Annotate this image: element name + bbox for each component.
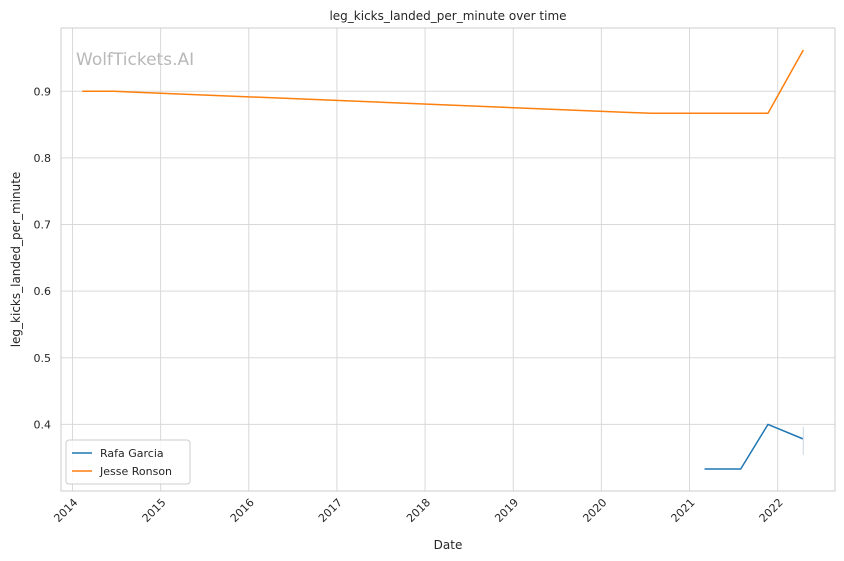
y-axis-label: leg_kicks_landed_per_minute bbox=[9, 172, 23, 348]
series-line-jesse-ronson bbox=[82, 49, 804, 115]
legend-label: Jesse Ronson bbox=[99, 465, 172, 478]
y-tick-label: 0.7 bbox=[34, 219, 52, 232]
y-tick-label: 0.4 bbox=[34, 418, 52, 431]
series-line-rafa-garcia bbox=[704, 423, 804, 470]
legend-label: Rafa Garcia bbox=[100, 447, 164, 460]
grid-lines bbox=[61, 28, 835, 491]
watermark-text: WolfTickets.AI bbox=[76, 50, 194, 70]
x-tick-labels: 2014 2015 2016 2017 2018 2019 2020 2021 2022 bbox=[51, 496, 785, 525]
y-tick-label: 0.6 bbox=[34, 285, 52, 298]
series-lines bbox=[82, 49, 804, 470]
y-tick-label: 0.8 bbox=[34, 152, 52, 165]
y-tick-labels: 0.4 0.5 0.6 0.7 0.8 0.9 bbox=[34, 85, 52, 431]
legend: Rafa Garcia Jesse Ronson bbox=[65, 439, 191, 485]
legend-box bbox=[65, 439, 191, 485]
plot-frame bbox=[60, 27, 836, 492]
x-axis-label: Date bbox=[434, 538, 463, 552]
y-tick-label: 0.5 bbox=[34, 352, 52, 365]
chart-title: leg_kicks_landed_per_minute over time bbox=[329, 9, 566, 23]
y-tick-label: 0.9 bbox=[34, 85, 52, 98]
